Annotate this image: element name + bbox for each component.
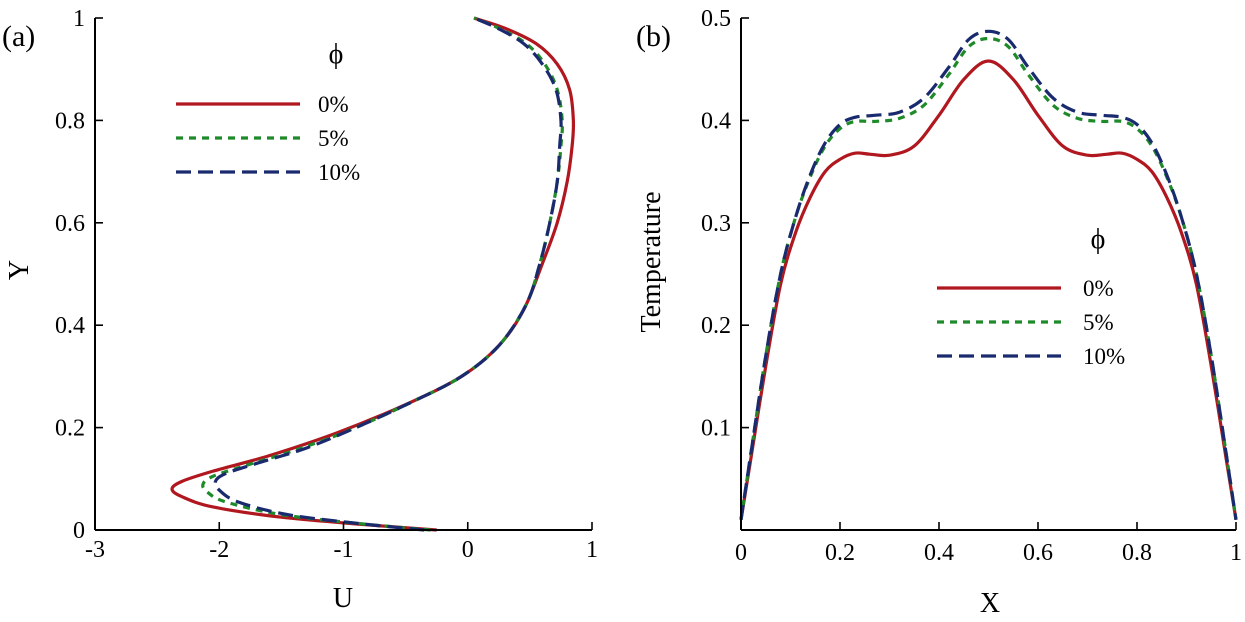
panel-b-y-tick-label: 0.2 [701,313,731,339]
panel-b-series-line-5pct [739,36,1238,520]
panel-b-legend-label: 10% [1083,344,1125,369]
panel-a-legend-label: 5% [318,126,349,151]
panel-a-y-tick-label: 0.2 [55,416,85,442]
panel-b-label: (b) [636,20,671,53]
panel-b-legend-label: 5% [1083,310,1114,335]
panel-a-legend-label: 0% [318,92,349,117]
panel-b-legend: ϕ 0% 5% 10% [937,224,1125,369]
panel-a-x-tick-label: -3 [85,537,105,563]
panel-b-plot-area [739,29,1238,521]
panel-b-y-tick-label: 0.5 [701,6,731,32]
panel-b-legend-label: 0% [1083,276,1114,301]
panel-a-chart: (a) -3 -2 -1 0 1 0 0.2 0.4 0.6 0.8 1 U Y ϕ 0% 5% 10% [2,6,598,614]
panel-a-label: (a) [2,20,35,53]
panel-b-series-line-10pct [739,29,1238,520]
panel-a-plot-area [170,16,576,532]
panel-b-y-tick-label: 0.1 [701,416,731,442]
panel-b-x-tick-label: 0.2 [825,540,855,566]
panel-b-x-tick-label: 0.6 [1023,540,1053,566]
panel-a-series-line-10pct [213,16,563,532]
panel-a-legend-label: 10% [318,160,360,185]
panel-a-legend-title: ϕ [329,39,344,70]
panel-b-x-tick-label: 0 [735,540,747,566]
panel-a-y-tick-label: 0.6 [55,211,85,237]
panel-a-y-tick-label: 0 [73,518,85,544]
panel-a-x-tick-label: 0 [462,537,474,563]
panel-a-y-tick-label: 1 [73,6,85,32]
panel-b-series-line-0pct [739,59,1238,521]
panel-a-series-line-0pct [170,16,576,532]
panel-b-x-axis-title: X [980,588,1000,619]
panel-a-x-tick-label: -2 [209,537,229,563]
panel-b-x-tick-label: 0.4 [924,540,954,566]
panel-a-x-tick-label: 1 [586,537,598,563]
panel-a-y-tick-label: 0.4 [55,313,85,339]
panel-a-series-line-5pct [201,16,564,532]
panel-a-x-axis-title: U [333,583,353,614]
panel-b-x-tick-label: 1 [1230,540,1242,566]
panel-b-y-tick-label: 0.3 [701,211,731,237]
panel-a-y-axis-title: Y [4,260,35,280]
panel-a-x-tick-label: -1 [334,537,354,563]
panel-b-y-axis-title: Temperature [636,191,667,332]
panel-b-legend-title: ϕ [1091,224,1106,255]
panel-b-x-tick-label: 0.8 [1122,540,1152,566]
panel-b-ticks: 0 0.2 0.4 0.6 0.8 1 0.1 0.2 0.3 0.4 0.5 [701,6,1242,566]
panel-b-chart: (b) 0 0.2 0.4 0.6 0.8 1 0.1 0.2 0.3 0.4 0.5 X Temp… [636,6,1242,619]
panel-b-y-tick-label: 0.4 [701,108,731,134]
panel-a-legend: ϕ 0% 5% 10% [176,39,360,185]
panel-a-ticks: -3 -2 -1 0 1 0 0.2 0.4 0.6 0.8 1 [55,6,598,563]
panel-a-y-tick-label: 0.8 [55,108,85,134]
